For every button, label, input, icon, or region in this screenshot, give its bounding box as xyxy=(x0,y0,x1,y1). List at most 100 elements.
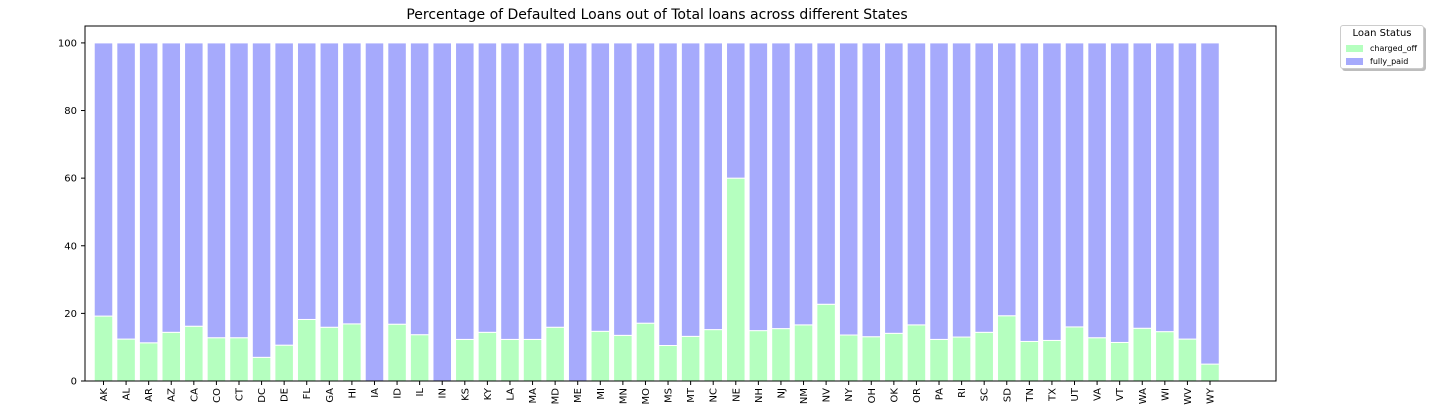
bar-charged-off-de xyxy=(274,344,294,382)
bar-fully-paid-tn xyxy=(1019,42,1040,342)
x-tick-label: SC xyxy=(980,388,991,401)
x-tick-label: HI xyxy=(347,388,358,398)
x-tick-label: VT xyxy=(1115,387,1126,401)
bar-charged-off-mt xyxy=(680,335,701,382)
bar-fully-paid-il xyxy=(409,42,430,336)
x-tick-label: NV xyxy=(822,388,833,402)
bar-charged-off-wi xyxy=(1155,331,1175,382)
bar-fully-paid-md xyxy=(545,42,565,328)
bar-charged-off-nm xyxy=(793,324,814,382)
bar-charged-off-fl xyxy=(296,318,317,382)
bar-fully-paid-ms xyxy=(658,42,678,347)
bar-fully-paid-va xyxy=(1087,42,1107,339)
plot-frame xyxy=(84,25,1277,382)
bar-charged-off-ut xyxy=(1064,326,1085,382)
bar-charged-off-wa xyxy=(1132,327,1153,382)
y-axis: 0 20 40 60 80 100 xyxy=(58,38,85,388)
bar-charged-off-dc xyxy=(251,356,272,382)
bar-charged-off-ga xyxy=(319,326,340,382)
bar-fully-paid-ks xyxy=(455,42,475,340)
legend-label-fully-paid: fully_paid xyxy=(1370,56,1409,66)
x-tick-label: DC xyxy=(257,388,268,403)
x-tick-label: PA xyxy=(935,388,946,400)
bar-fully-paid-sc xyxy=(974,42,994,333)
legend-label-charged-off: charged_off xyxy=(1370,43,1418,53)
bar-charged-off-wv xyxy=(1177,338,1198,382)
bar-fully-paid-mt xyxy=(680,42,701,337)
x-tick-label: TX xyxy=(1047,388,1058,402)
bar-charged-off-ct xyxy=(229,337,249,382)
x-tick-label: MI xyxy=(596,388,607,400)
x-tick-label: ME xyxy=(573,388,584,403)
bar-charged-off-pa xyxy=(929,338,949,382)
x-tick-label: IN xyxy=(438,388,449,398)
x-tick-label: NE xyxy=(731,388,742,402)
bar-charged-off-ca xyxy=(184,325,204,382)
bar-charged-off-al xyxy=(116,338,136,382)
bar-fully-paid-ca xyxy=(184,42,204,327)
bar-charged-off-tx xyxy=(1042,339,1062,382)
x-tick-label: MS xyxy=(664,388,675,403)
bar-charged-off-mo xyxy=(635,322,656,382)
bar-charged-off-ak xyxy=(93,315,114,382)
x-tick-label: AL xyxy=(122,388,133,401)
bar-fully-paid-nv xyxy=(816,42,836,305)
bar-fully-paid-co xyxy=(206,42,227,339)
y-tick-label: 20 xyxy=(64,309,77,320)
x-tick-label: MN xyxy=(618,388,629,404)
y-tick-label: 60 xyxy=(64,174,77,185)
bar-fully-paid-de xyxy=(274,42,294,346)
bar-charged-off-va xyxy=(1087,337,1107,382)
x-tick-label: ID xyxy=(393,388,404,399)
bar-fully-paid-id xyxy=(387,42,407,325)
x-tick-label: NJ xyxy=(776,388,787,398)
bar-charged-off-wy xyxy=(1200,363,1220,382)
bar-charged-off-vt xyxy=(1109,341,1130,382)
bar-fully-paid-or xyxy=(906,42,927,326)
bar-fully-paid-nh xyxy=(748,42,769,332)
bar-fully-paid-fl xyxy=(296,42,317,320)
bar-charged-off-sd xyxy=(997,315,1017,382)
bar-fully-paid-az xyxy=(161,42,182,333)
x-tick-label: AR xyxy=(144,388,155,402)
bar-charged-off-sc xyxy=(974,331,994,382)
bar-fully-paid-ny xyxy=(838,42,859,336)
legend-item-charged-off: charged_off xyxy=(1346,43,1417,53)
bar-fully-paid-ga xyxy=(319,42,340,328)
legend: Loan Status charged_off fully_paid xyxy=(1340,25,1424,69)
x-tick-label: LA xyxy=(505,388,516,401)
bar-fully-paid-ak xyxy=(93,42,114,317)
x-tick-label: MA xyxy=(528,388,539,404)
bar-fully-paid-oh xyxy=(861,42,882,338)
y-tick-label: 40 xyxy=(64,241,77,252)
x-tick-label: CA xyxy=(189,388,200,402)
x-tick-label: VA xyxy=(1093,388,1104,401)
x-tick-label: CT xyxy=(234,387,245,401)
x-tick-label: KS xyxy=(460,388,471,401)
bar-charged-off-md xyxy=(545,326,565,382)
x-tick-label: IL xyxy=(415,388,426,397)
legend-title: Loan Status xyxy=(1352,28,1412,39)
bar-charged-off-mn xyxy=(613,334,633,382)
bar-fully-paid-pa xyxy=(929,42,949,340)
bar-fully-paid-wy xyxy=(1200,42,1220,365)
y-tick-label: 100 xyxy=(58,38,77,49)
bar-charged-off-il xyxy=(409,334,430,382)
bar-charged-off-ky xyxy=(477,331,498,382)
bar-charged-off-nj xyxy=(771,328,791,382)
bar-charged-off-oh xyxy=(861,336,882,382)
bar-charged-off-hi xyxy=(342,323,362,382)
bar-fully-paid-ky xyxy=(477,42,498,333)
bar-fully-paid-ut xyxy=(1064,42,1085,328)
x-tick-label: CO xyxy=(212,388,223,403)
chart-title: Percentage of Defaulted Loans out of Tot… xyxy=(406,7,907,23)
bar-fully-paid-ri xyxy=(951,42,972,338)
bar-fully-paid-sd xyxy=(997,42,1017,317)
bar-fully-paid-ia xyxy=(364,42,385,382)
bar-charged-off-ri xyxy=(951,336,972,382)
x-tick-label: OK xyxy=(889,388,900,403)
bar-fully-paid-nj xyxy=(771,42,791,330)
x-tick-label: MT xyxy=(686,387,697,403)
x-tick-label: MO xyxy=(641,388,652,405)
